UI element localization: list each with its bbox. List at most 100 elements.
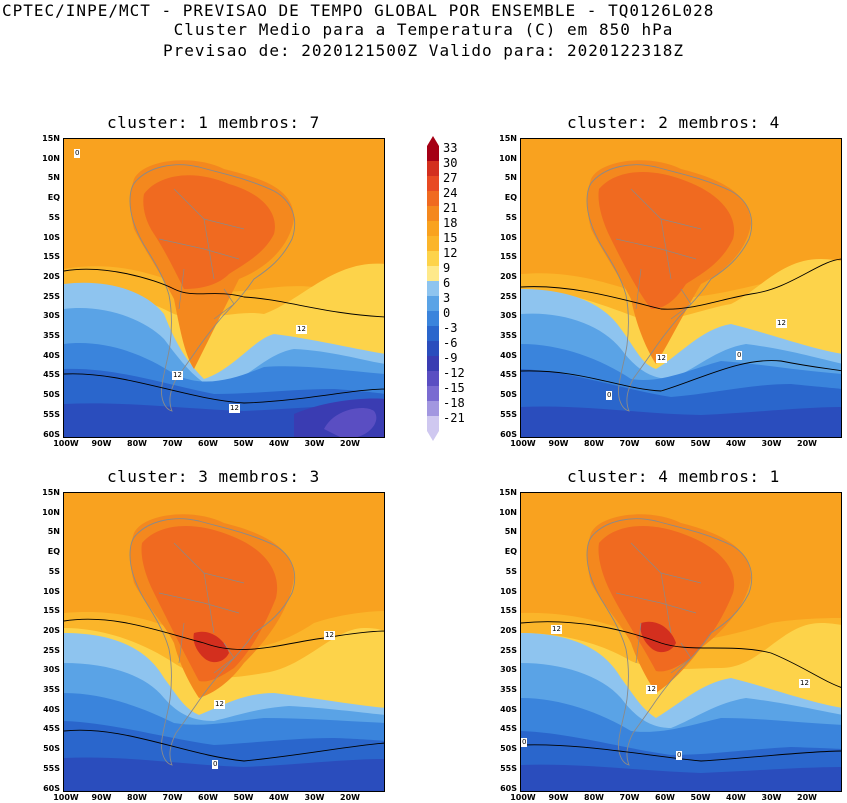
lat-tick-label: 25S [500,645,517,655]
lat-tick-label: 20S [43,625,60,635]
colorbar-segment [427,386,439,401]
colorbar-segment [427,326,439,341]
colorbar-label: -3 [443,321,458,335]
contour-label: 12 [172,371,183,380]
country-border [635,268,642,310]
lat-tick-label: 5N [47,173,60,183]
contour-line [64,729,384,762]
lat-tick-label: 60S [500,783,517,793]
temperature-band [64,757,384,791]
lon-tick-label: 50W [690,793,711,802]
colorbar-bottom-arrow [427,431,439,441]
lon-tick-label: 20W [797,439,817,448]
lat-tick-label: 45S [500,724,517,734]
lat-tick-label: 40S [43,350,60,360]
colorbar-segment [427,311,439,326]
contour-line [521,258,841,310]
country-border [158,592,240,614]
country-border [670,642,692,674]
colorbar-label: 33 [443,141,458,155]
lon-tick-label: 100W [53,793,79,802]
lat-tick-label: 15N [499,134,517,143]
lat-tick-label: 30S [500,665,517,675]
lon-tick-label: 90W [548,793,569,802]
country-border [660,572,672,634]
lat-tick-label: EQ [504,547,517,557]
lat-tick-label: 5N [504,527,517,537]
colorbar-label: 0 [443,306,451,320]
lat-tick-label: 5S [48,212,60,222]
lat-tick-label: 55S [43,409,60,419]
lat-tick-label: 35S [43,331,60,340]
lat-tick-label: 15N [42,488,60,497]
contour-label: 12 [656,354,667,363]
temperature-band [598,171,735,309]
colorbar-top-arrow [427,136,439,146]
lat-tick-label: 15S [43,252,60,262]
colorbar-label: 12 [443,246,458,260]
colorbar-label: 15 [443,231,458,245]
colorbar-segment [427,356,439,371]
temperature-band [324,408,377,437]
lat-tick-label: 15S [500,606,517,616]
lat-tick-label: 20S [43,271,60,281]
map-panel-3: 12 12 0 [63,492,385,792]
colorbar-segment [427,401,439,416]
panel-1-title: cluster: 1 membros: 7 [107,113,320,132]
lat-tick-label: 10S [500,586,517,596]
lat-tick-label: 10N [42,153,60,163]
contour-label: 12 [646,685,657,694]
lat-tick-label: 10S [500,232,517,242]
contour-label: 12 [296,325,307,334]
colorbar-label: 9 [443,261,451,275]
lon-tick-label: 80W [584,793,604,802]
contour-label: 12 [214,700,225,709]
contour-label: 12 [324,631,335,640]
colorbar-label: -18 [443,396,465,410]
country-border [203,572,215,634]
temperature-band [521,406,841,437]
colorbar-label: 27 [443,171,458,185]
lat-tick-label: EQ [47,193,60,203]
country-border [615,238,697,260]
lon-tick-label: 30W [304,439,325,448]
lon-tick-label: 50W [233,793,254,802]
lat-tick-label: 35S [43,685,60,694]
lon-tick-label: 30W [761,793,782,802]
colorbar-segment [427,281,439,296]
lat-tick-label: 55S [500,763,517,773]
colorbar-segment [427,191,439,206]
lon-tick-label: 30W [761,439,782,448]
lon-tick-label: 60W [655,439,675,448]
lon-tick-label: 20W [340,793,360,802]
lat-tick-label: 5N [47,527,60,537]
colorbar-label: 21 [443,201,458,215]
contour-label: 0 [606,391,613,400]
lon-tick-label: 80W [584,439,604,448]
country-border [213,642,235,674]
lat-tick-label: 55S [500,409,517,419]
contour-label: 12 [776,319,787,328]
temperature-field-map [521,139,841,437]
country-border [670,288,692,320]
temperature-field-map [64,139,384,437]
map-panel-1: 12 12 12 0 [63,138,385,438]
lon-tick-label: 60W [655,793,675,802]
country-border [660,218,672,280]
lon-tick-label: 40W [726,793,746,802]
lon-tick-label: 100W [510,439,536,448]
colorbar-segment [427,341,439,356]
contour-line [64,268,384,318]
temperature-field-map [64,493,384,791]
colorbar-label: 24 [443,186,458,200]
panel-2-title: cluster: 2 membros: 4 [567,113,780,132]
lon-tick-label: 40W [269,439,289,448]
lat-tick-label: 25S [43,291,60,301]
colorbar-label: 3 [443,291,451,305]
temperature-band [143,175,275,289]
contour-line [64,618,384,650]
colorbar-segment [427,236,439,251]
lon-tick-label: 80W [127,439,147,448]
contour-label: 0 [736,351,743,360]
temperature-field-map [521,493,841,791]
